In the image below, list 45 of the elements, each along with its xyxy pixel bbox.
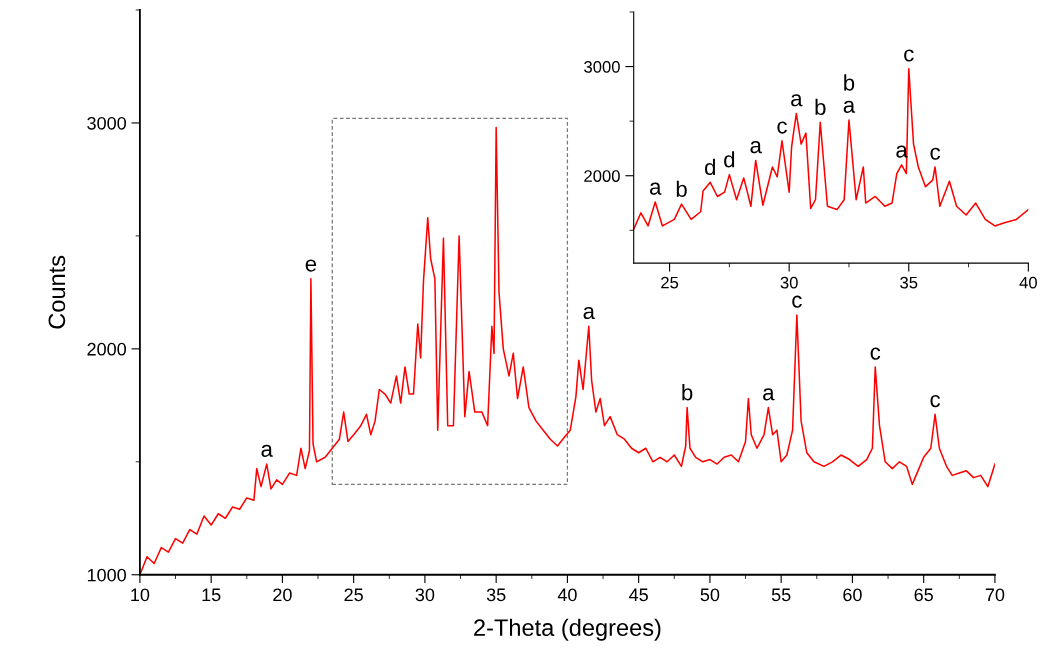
annotation: a xyxy=(750,141,762,154)
annotation: c xyxy=(930,147,941,160)
annotation: e xyxy=(305,259,317,272)
annotation: a xyxy=(261,444,273,457)
line-series xyxy=(633,67,1029,230)
y-tick-label: 2000 xyxy=(87,342,126,356)
x-tick-label: 40 xyxy=(1019,276,1037,289)
y-tick-label: 1000 xyxy=(87,568,126,582)
annotation: a xyxy=(791,94,803,107)
annotation: d xyxy=(705,158,715,176)
x-tick-label: 50 xyxy=(700,588,720,602)
annotation: b xyxy=(844,74,855,91)
x-tick-label: 40 xyxy=(557,588,577,602)
x-tick-label: 35 xyxy=(900,276,918,289)
x-tick-label: 35 xyxy=(486,588,506,602)
x-tick-label: 45 xyxy=(629,588,648,602)
x-tick-label: 70 xyxy=(985,588,1005,602)
annotation: c xyxy=(904,49,914,62)
y-tick-label: 3000 xyxy=(584,60,620,73)
x-tick-label: 25 xyxy=(661,276,679,289)
annotation: c xyxy=(870,347,881,360)
annotation: a xyxy=(763,388,775,401)
x-tick-label: 55 xyxy=(771,588,791,602)
x-tick-label: 65 xyxy=(914,588,933,602)
x-tick-label: 20 xyxy=(273,588,292,602)
y-tick-label: 3000 xyxy=(87,116,126,130)
annotation: b xyxy=(815,98,826,116)
y-tick-label: 2000 xyxy=(584,170,620,182)
x-tick-label: 60 xyxy=(843,588,862,602)
annotation: a xyxy=(650,182,662,195)
x-tick-label: 10 xyxy=(131,588,150,602)
y-axis-title: Counts xyxy=(48,255,66,329)
annotation: a xyxy=(583,306,595,320)
annotation: a xyxy=(843,100,856,113)
annotation: c xyxy=(777,121,787,134)
x-tick-label: 25 xyxy=(344,588,363,602)
x-axis-title: 2-Theta (degrees) xyxy=(474,618,661,641)
annotation: b xyxy=(682,384,693,401)
x-tick-label: 30 xyxy=(780,276,798,289)
x-tick-label: 15 xyxy=(202,588,221,602)
annotation: d xyxy=(724,151,735,168)
annotation: c xyxy=(792,295,802,308)
annotation: c xyxy=(930,395,941,408)
x-tick-label: 30 xyxy=(415,588,435,602)
annotation: b xyxy=(676,180,687,197)
